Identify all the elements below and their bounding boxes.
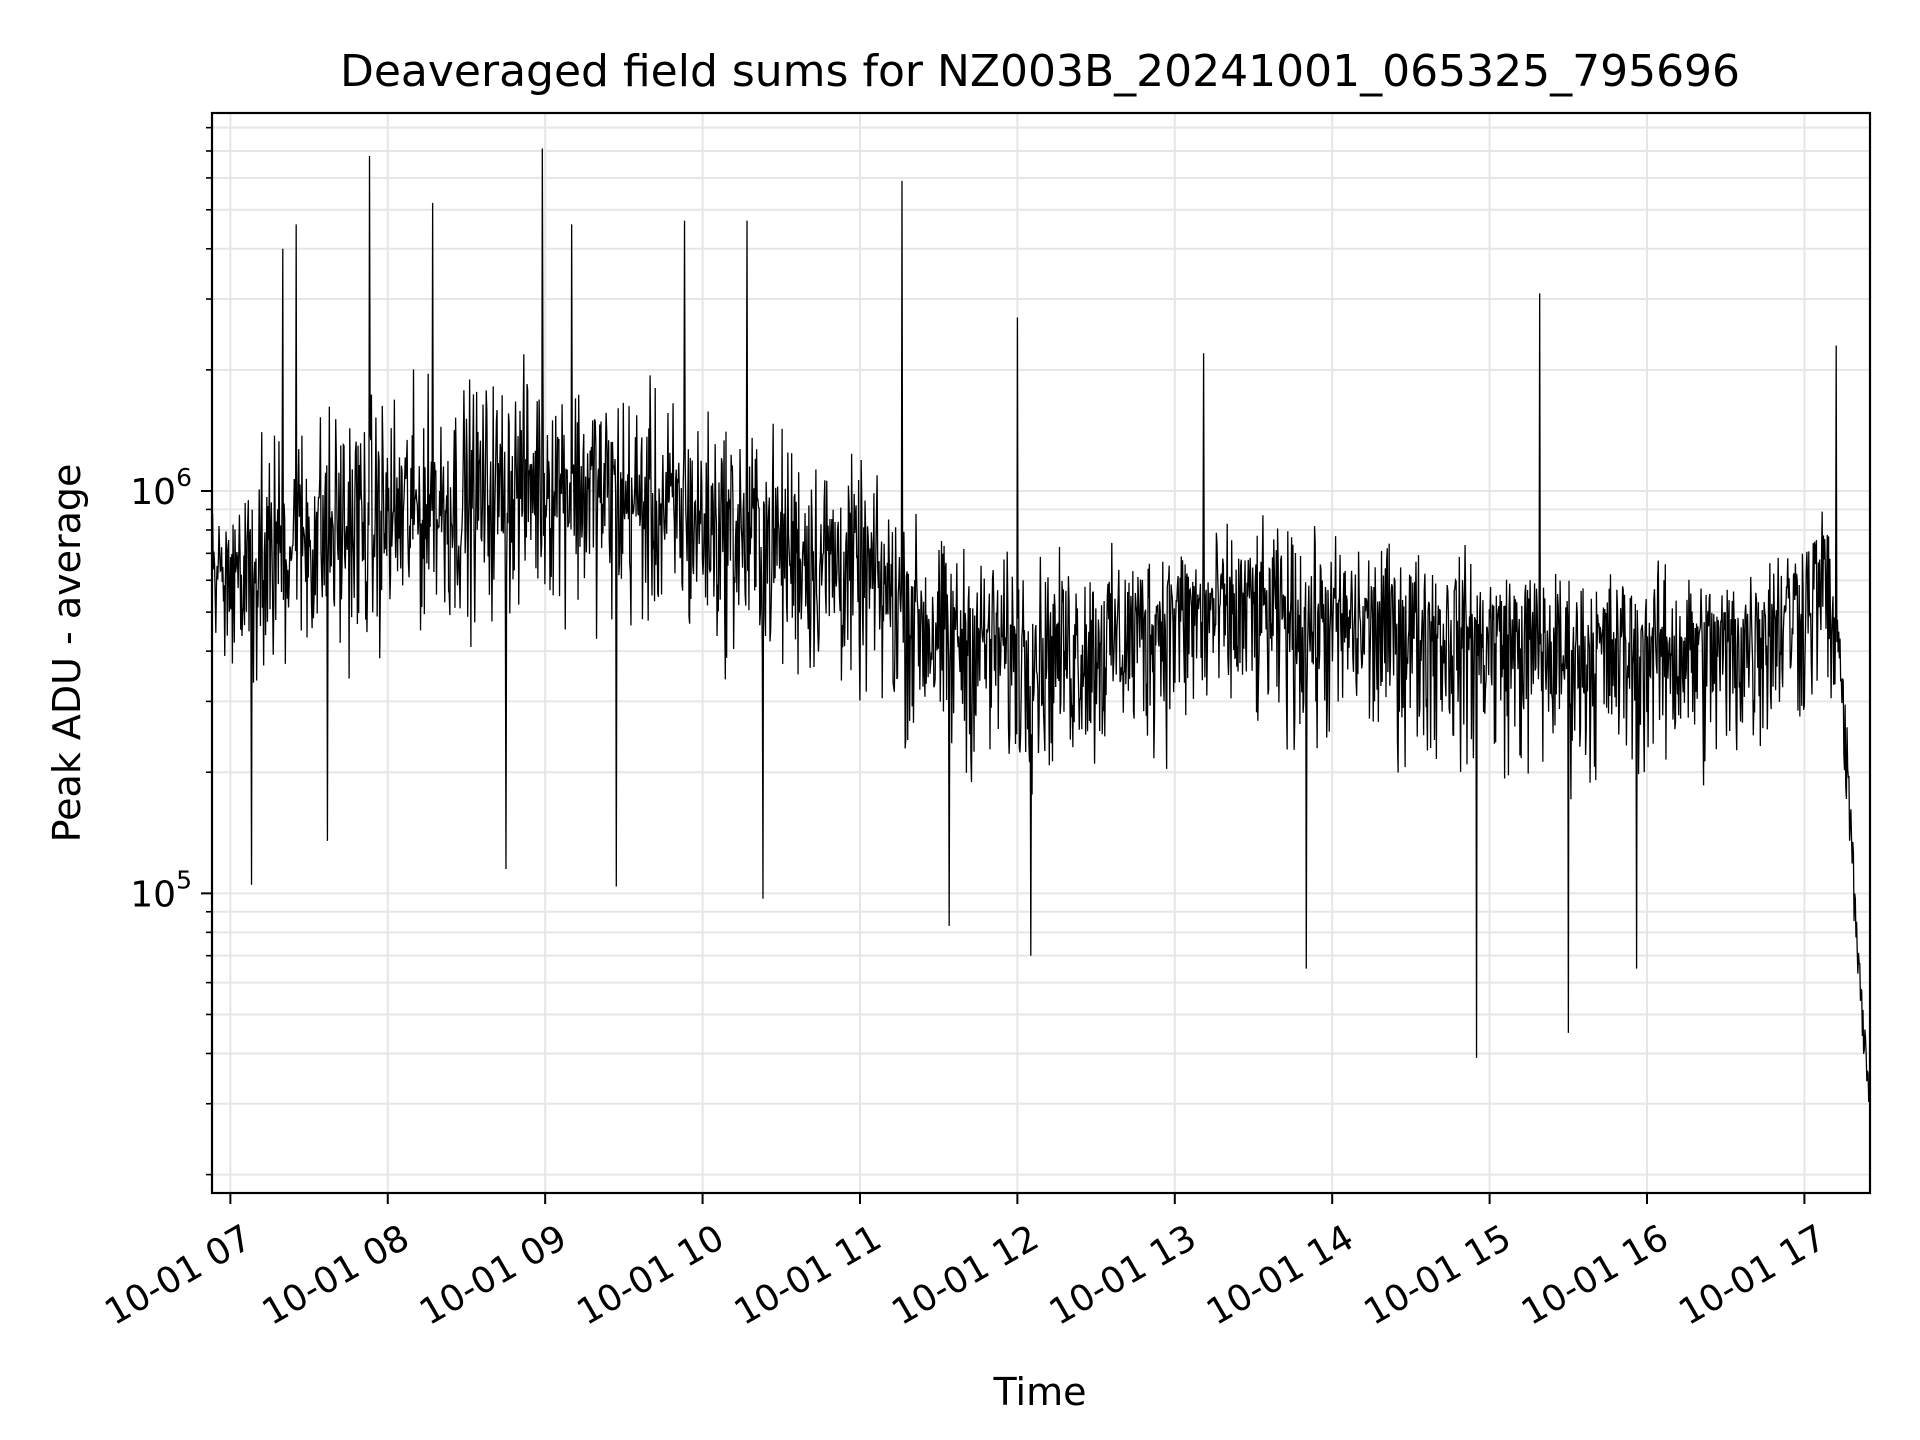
- y-tick-base: 10: [130, 472, 176, 513]
- y-tick-label: 106: [130, 463, 192, 513]
- y-axis-label: Peak ADU - average: [45, 464, 89, 843]
- series-line: [211, 148, 1871, 1109]
- y-tick-exponent: 5: [176, 865, 192, 894]
- data-series: [211, 148, 1871, 1109]
- plot-frame: [210, 111, 1872, 1195]
- x-axis-label: Time: [993, 1370, 1087, 1414]
- chart-title: Deaveraged field sums for NZ003B_2024100…: [340, 46, 1740, 97]
- y-tick-base: 10: [130, 874, 176, 915]
- y-tick-label: 105: [130, 865, 192, 915]
- y-tick-exponent: 6: [176, 463, 192, 492]
